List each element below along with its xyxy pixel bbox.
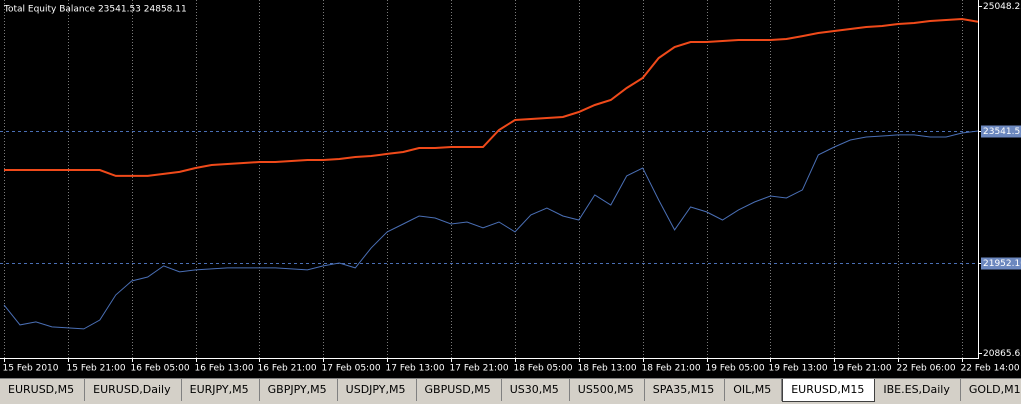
- x-tick-label: 18 Feb 21:00: [642, 364, 701, 374]
- x-tick-label: 22 Feb 14:00: [961, 364, 1020, 374]
- x-tick-label: 19 Feb 21:00: [833, 364, 892, 374]
- x-tick-label: 17 Feb 13:00: [386, 364, 445, 374]
- chart-tab[interactable]: SPA35,M15: [645, 379, 726, 401]
- y-tick-label: 25048.23: [983, 2, 1021, 12]
- x-tick-label: 22 Feb 06:00: [897, 364, 956, 374]
- chart-tab[interactable]: IBE.ES,Daily: [875, 379, 961, 401]
- x-tick-label: 16 Feb 05:00: [131, 364, 190, 374]
- chart-title: Total Equity Balance 23541.53 24858.11: [3, 5, 187, 15]
- x-tick-label: 17 Feb 05:00: [322, 364, 381, 374]
- chart-tab[interactable]: GBPJPY,M5: [260, 379, 338, 401]
- x-tick-label: 18 Feb 13:00: [578, 364, 637, 374]
- chart: Total Equity Balance 23541.53 24858.11 1…: [0, 0, 1021, 378]
- chart-tab[interactable]: GBPUSD,M5: [417, 379, 502, 401]
- chart-tab[interactable]: US30,M5: [502, 379, 570, 401]
- x-tick-label: 19 Feb 05:00: [706, 364, 765, 374]
- x-tick-label: 15 Feb 21:00: [67, 364, 126, 374]
- y-tick-label-box: [981, 125, 1021, 138]
- chart-tab[interactable]: EURUSD,M15: [782, 379, 876, 402]
- chart-tab[interactable]: EURJPY,M5: [182, 379, 260, 401]
- y-tick-label-box: [981, 257, 1021, 270]
- series-line: [4, 17, 978, 177]
- x-tick-label: 18 Feb 05:00: [514, 364, 573, 374]
- y-tick-label: 20865.65: [983, 349, 1021, 359]
- y-tick-label: 23541.53: [983, 127, 1021, 137]
- chart-tab[interactable]: USDJPY,M5: [338, 379, 417, 401]
- x-tick-label: 19 Feb 13:00: [769, 364, 828, 374]
- x-tick-label: 16 Feb 13:00: [195, 364, 254, 374]
- tab-bar: EURUSD,M5 EURUSD,Daily EURJPY,M5 GBPJPY,M5 U…: [0, 378, 1021, 404]
- chart-tab[interactable]: OIL,M5: [725, 379, 783, 401]
- chart-tab[interactable]: US500,M5: [570, 379, 645, 401]
- series-line: [3, 130, 978, 330]
- y-tick-label: 21952.10: [983, 259, 1021, 269]
- chart-tab[interactable]: EURUSD,Daily: [85, 379, 182, 401]
- x-tick-label: 15 Feb 2010: [3, 364, 59, 374]
- x-tick-label: 17 Feb 21:00: [450, 364, 509, 374]
- x-tick-label: 16 Feb 21:00: [258, 364, 317, 374]
- chart-tab[interactable]: GOLD,M15: [961, 379, 1021, 401]
- chart-background: [0, 0, 1021, 378]
- chart-tab[interactable]: EURUSD,M5: [0, 379, 86, 401]
